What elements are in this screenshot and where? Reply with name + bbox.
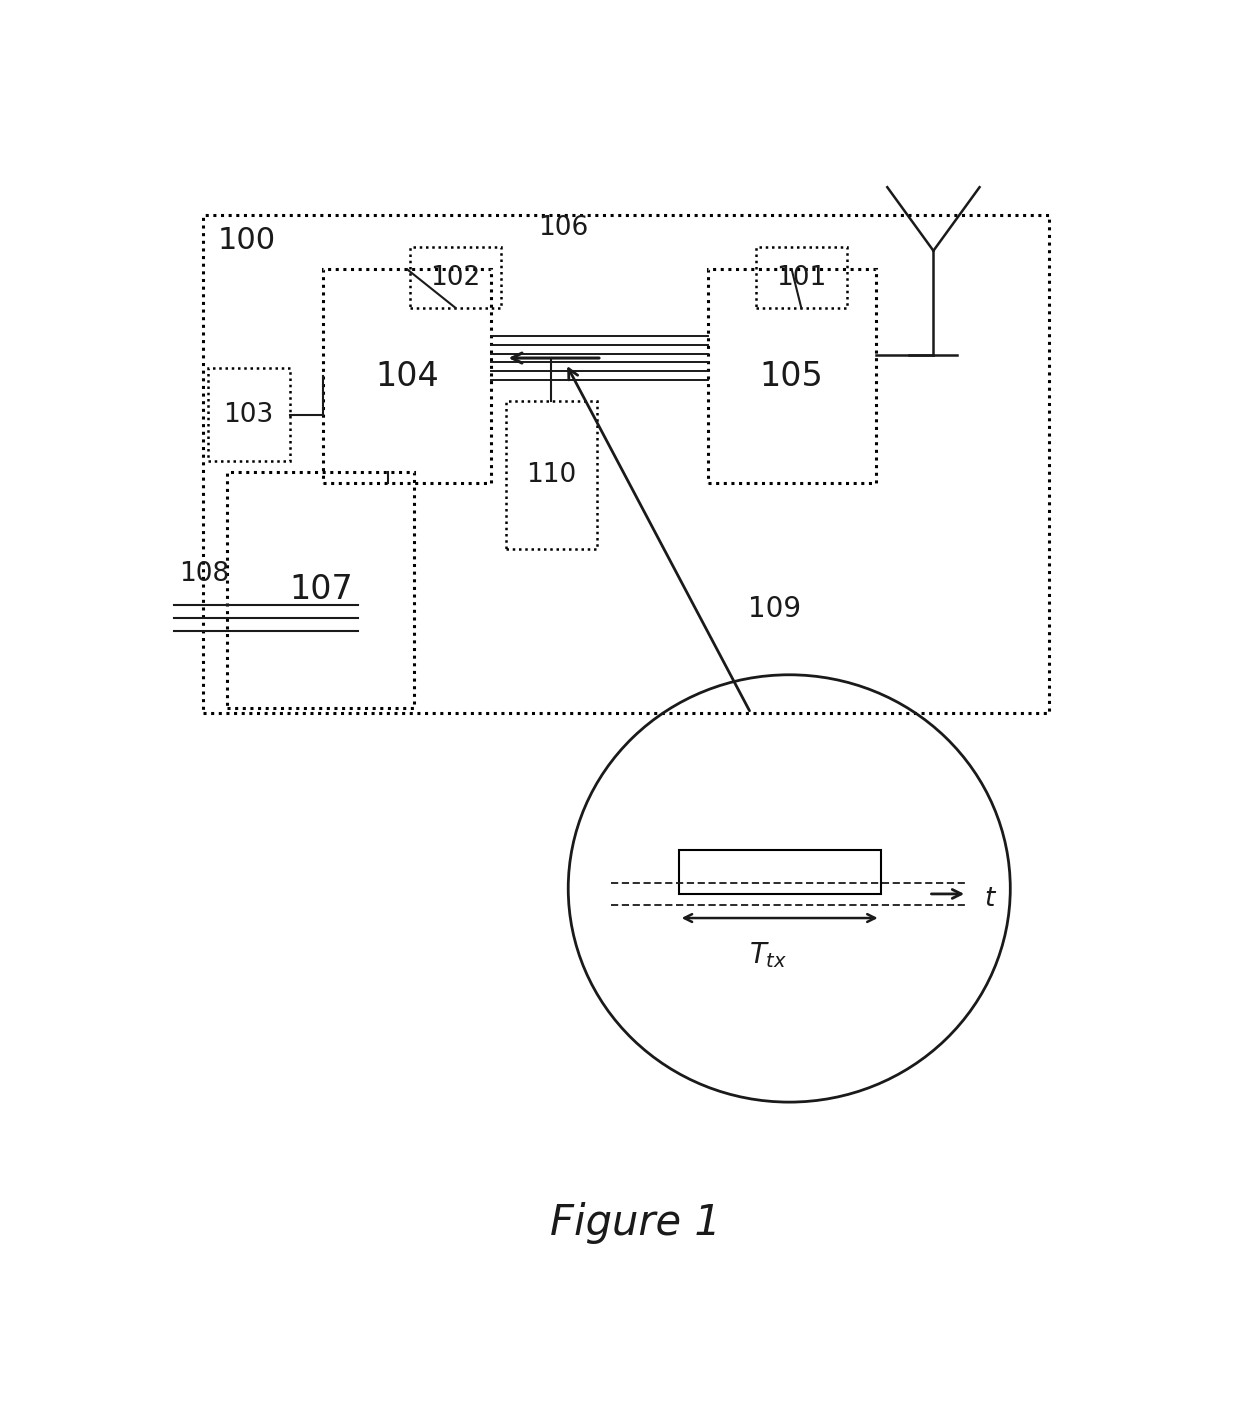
Text: t: t — [985, 887, 994, 912]
Text: 101: 101 — [776, 265, 826, 290]
Bar — [324, 269, 491, 482]
Text: 100: 100 — [217, 225, 275, 255]
Bar — [208, 369, 290, 461]
Bar — [203, 215, 1049, 713]
Bar — [708, 269, 875, 482]
Bar — [506, 401, 596, 549]
Bar — [755, 248, 847, 307]
Text: 104: 104 — [376, 360, 439, 393]
Text: 103: 103 — [223, 401, 274, 427]
Text: 106: 106 — [538, 215, 589, 240]
Text: 102: 102 — [430, 265, 480, 290]
Bar — [678, 850, 880, 894]
Text: $T_{tx}$: $T_{tx}$ — [749, 941, 787, 969]
Bar — [227, 472, 414, 707]
Text: 110: 110 — [526, 462, 577, 488]
Text: 105: 105 — [760, 360, 823, 393]
Text: Figure 1: Figure 1 — [551, 1201, 720, 1244]
Text: 109: 109 — [748, 595, 801, 623]
Bar — [409, 248, 501, 307]
Text: 107: 107 — [289, 573, 352, 606]
Text: 108: 108 — [179, 562, 229, 588]
